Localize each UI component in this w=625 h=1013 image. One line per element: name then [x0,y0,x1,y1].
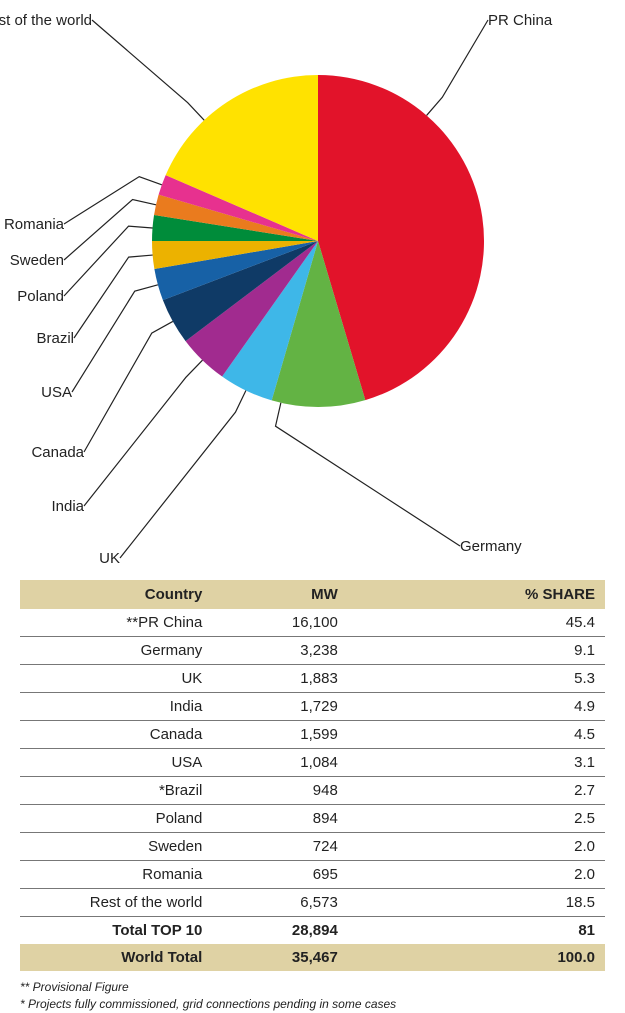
table-row: UK1,8835.3 [20,665,605,693]
cell-mw: 695 [242,861,418,889]
table-row: India1,7294.9 [20,693,605,721]
table-header-row: Country MW % SHARE [20,580,605,609]
cell-share: 4.5 [418,721,605,749]
pie-label: Germany [460,538,522,555]
table-row: *Brazil9482.7 [20,777,605,805]
leader-line [74,255,153,338]
cell-mw: 948 [242,777,418,805]
table-row: Poland8942.5 [20,805,605,833]
cell-share: 2.0 [418,833,605,861]
cell-country: *Brazil [20,777,242,805]
cell-total-mw: 28,894 [242,917,418,945]
data-table-wrap: Country MW % SHARE **PR China16,10045.4G… [20,580,605,971]
table-row: Rest of the world6,57318.5 [20,889,605,917]
cell-country: **PR China [20,609,242,637]
pie-label: Canada [31,444,84,461]
cell-country: Poland [20,805,242,833]
cell-share: 5.3 [418,665,605,693]
cell-mw: 1,729 [242,693,418,721]
table-total-row: World Total35,467100.0 [20,944,605,971]
pie-chart-area: PR China Germany UK India Canada USA Brazil Pol… [0,0,625,580]
cell-share: 2.7 [418,777,605,805]
cell-country: Rest of the world [20,889,242,917]
cell-share: 4.9 [418,693,605,721]
pie-label: Brazil [36,330,74,347]
cell-country: USA [20,749,242,777]
cell-share: 2.0 [418,861,605,889]
data-table: Country MW % SHARE **PR China16,10045.4G… [20,580,605,971]
cell-total-label: World Total [20,944,242,971]
leader-line [120,391,246,558]
table-row: Sweden7242.0 [20,833,605,861]
pie-label: Rest of the world [0,12,92,29]
pie-label: India [51,498,84,515]
cell-mw: 1,599 [242,721,418,749]
pie-label: Poland [17,288,64,305]
cell-country: Canada [20,721,242,749]
cell-country: Sweden [20,833,242,861]
cell-total-label: Total TOP 10 [20,917,242,945]
pie-chart [152,75,484,407]
cell-mw: 6,573 [242,889,418,917]
cell-mw: 894 [242,805,418,833]
cell-country: Romania [20,861,242,889]
table-row: Canada1,5994.5 [20,721,605,749]
leader-line [276,403,460,546]
cell-share: 3.1 [418,749,605,777]
cell-country: Germany [20,637,242,665]
pie-label: Sweden [10,252,64,269]
footnote-1: ** Provisional Figure [20,979,605,996]
footnote-2: * Projects fully commissioned, grid conn… [20,996,605,1013]
footnotes: ** Provisional Figure * Projects fully c… [20,979,605,1013]
leader-line [64,200,156,260]
cell-total-share: 81 [418,917,605,945]
cell-country: India [20,693,242,721]
pie-label: USA [41,384,72,401]
cell-share: 18.5 [418,889,605,917]
cell-mw: 1,883 [242,665,418,693]
table-total-row: Total TOP 1028,89481 [20,917,605,945]
col-header-country: Country [20,580,242,609]
col-header-share: % SHARE [418,580,605,609]
leader-line [64,226,153,296]
pie-label: PR China [488,12,552,29]
cell-share: 9.1 [418,637,605,665]
cell-mw: 16,100 [242,609,418,637]
cell-mw: 3,238 [242,637,418,665]
leader-line [72,285,158,392]
pie-label: UK [99,550,120,567]
table-row: **PR China16,10045.4 [20,609,605,637]
pie-label: Romania [4,216,64,233]
cell-share: 45.4 [418,609,605,637]
cell-mw: 724 [242,833,418,861]
table-row: Romania6952.0 [20,861,605,889]
cell-country: UK [20,665,242,693]
table-row: USA1,0843.1 [20,749,605,777]
cell-share: 2.5 [418,805,605,833]
col-header-mw: MW [242,580,418,609]
cell-total-mw: 35,467 [242,944,418,971]
table-row: Germany3,2389.1 [20,637,605,665]
cell-mw: 1,084 [242,749,418,777]
leader-line [64,177,162,224]
cell-total-share: 100.0 [418,944,605,971]
